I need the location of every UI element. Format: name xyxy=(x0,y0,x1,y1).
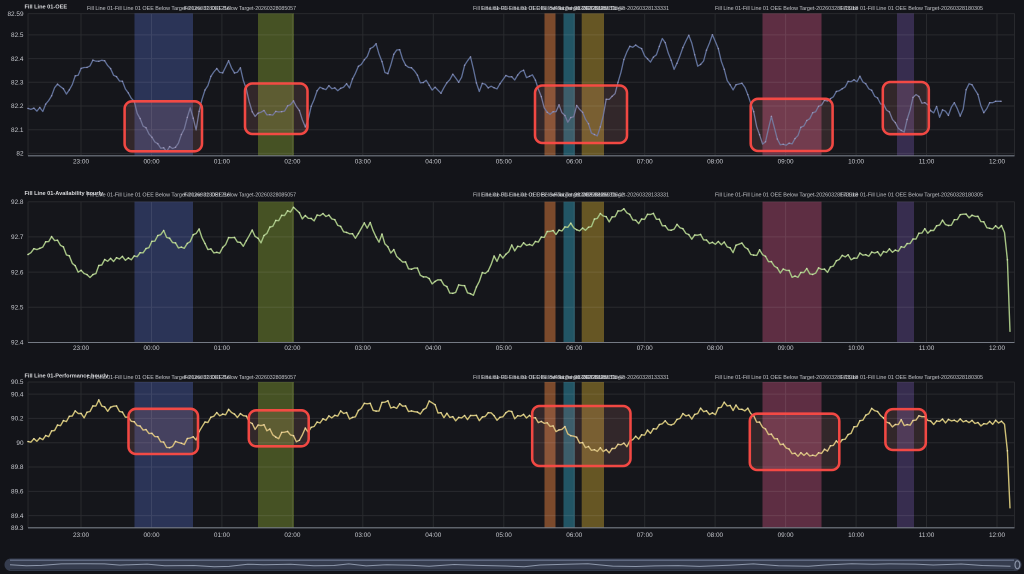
svg-text:Fill Line 01-Performance hourl: Fill Line 01-Performance hourly xyxy=(25,373,110,379)
svg-text:23:00: 23:00 xyxy=(73,532,89,539)
svg-text:Fill Line 01-Fill Line 01 OEE: Fill Line 01-Fill Line 01 OEE Below Targ… xyxy=(87,375,230,381)
svg-text:92.4: 92.4 xyxy=(11,340,24,347)
svg-text:07:00: 07:00 xyxy=(637,159,653,166)
svg-text:Fill Line 01 OEE Below Target-: Fill Line 01 OEE Below Target-2026032808… xyxy=(184,375,296,381)
svg-text:Fill Line 01-Fill Line 01 OEE: Fill Line 01-Fill Line 01 OEE Below Targ… xyxy=(715,375,858,381)
svg-text:03:00: 03:00 xyxy=(355,345,371,352)
svg-text:00:00: 00:00 xyxy=(144,159,160,166)
svg-text:Fill Line 01 OEE Below Target-: Fill Line 01 OEE Below Target-2026032813… xyxy=(554,193,669,199)
svg-text:02:00: 02:00 xyxy=(284,159,300,166)
svg-text:89.4: 89.4 xyxy=(11,513,24,520)
svg-text:12:00: 12:00 xyxy=(989,345,1005,352)
svg-text:06:00: 06:00 xyxy=(566,345,582,352)
svg-text:09:00: 09:00 xyxy=(778,345,794,352)
svg-text:Fill Line 01 OEE Below Target-: Fill Line 01 OEE Below Target-2026032808… xyxy=(184,6,296,12)
svg-text:08:00: 08:00 xyxy=(707,345,723,352)
svg-text:Fill Line 01-Fill Line 01 OEE: Fill Line 01-Fill Line 01 OEE Below Targ… xyxy=(840,375,983,381)
svg-text:Fill Line 01-Fill Line 01 OEE: Fill Line 01-Fill Line 01 OEE Below Targ… xyxy=(87,6,230,12)
svg-text:82.4: 82.4 xyxy=(11,56,24,63)
svg-text:Fill Line 01-OEE: Fill Line 01-OEE xyxy=(25,4,68,10)
svg-text:Fill Line 01-Fill Line 01 OEE: Fill Line 01-Fill Line 01 OEE Below Targ… xyxy=(473,375,616,381)
svg-text:06:00: 06:00 xyxy=(566,532,582,539)
svg-text:05:00: 05:00 xyxy=(496,159,512,166)
svg-text:82.3: 82.3 xyxy=(11,80,24,87)
svg-text:Fill Line 01-Fill Line 01 OEE: Fill Line 01-Fill Line 01 OEE Below Targ… xyxy=(840,193,983,199)
svg-text:02:00: 02:00 xyxy=(284,345,300,352)
svg-text:Fill Line 01-Availability hour: Fill Line 01-Availability hourly xyxy=(25,191,105,197)
svg-text:89.6: 89.6 xyxy=(11,489,24,496)
svg-text:00:00: 00:00 xyxy=(144,345,160,352)
svg-text:00:00: 00:00 xyxy=(144,532,160,539)
svg-text:05:00: 05:00 xyxy=(496,345,512,352)
svg-text:23:00: 23:00 xyxy=(73,345,89,352)
svg-text:90: 90 xyxy=(16,440,24,447)
svg-text:10:00: 10:00 xyxy=(848,532,864,539)
svg-text:90.4: 90.4 xyxy=(11,391,24,398)
svg-text:90.2: 90.2 xyxy=(11,416,24,423)
svg-text:82.1: 82.1 xyxy=(11,127,24,134)
svg-text:92.8: 92.8 xyxy=(11,199,24,206)
svg-text:11:00: 11:00 xyxy=(919,159,935,166)
svg-text:03:00: 03:00 xyxy=(355,532,371,539)
svg-text:10:00: 10:00 xyxy=(848,345,864,352)
svg-text:Fill Line 01-Fill Line 01 OEE: Fill Line 01-Fill Line 01 OEE Below Targ… xyxy=(840,6,983,12)
svg-text:89.8: 89.8 xyxy=(11,464,24,471)
svg-text:Fill Line 01-Fill Line 01 OEE: Fill Line 01-Fill Line 01 OEE Below Targ… xyxy=(87,193,230,199)
svg-text:04:00: 04:00 xyxy=(425,532,441,539)
svg-text:06:00: 06:00 xyxy=(566,159,582,166)
svg-text:82: 82 xyxy=(16,151,24,158)
svg-text:08:00: 08:00 xyxy=(707,532,723,539)
svg-text:02:00: 02:00 xyxy=(284,532,300,539)
svg-text:92.5: 92.5 xyxy=(11,305,24,312)
svg-text:07:00: 07:00 xyxy=(637,532,653,539)
svg-text:Fill Line 01-Fill Line 01 OEE: Fill Line 01-Fill Line 01 OEE Below Targ… xyxy=(481,375,624,381)
svg-text:07:00: 07:00 xyxy=(637,345,653,352)
svg-text:82.2: 82.2 xyxy=(11,103,24,110)
svg-text:Fill Line 01-Fill Line 01 OEE: Fill Line 01-Fill Line 01 OEE Below Targ… xyxy=(715,193,858,199)
svg-text:82.59: 82.59 xyxy=(8,11,24,18)
svg-text:09:00: 09:00 xyxy=(778,159,794,166)
svg-text:92.7: 92.7 xyxy=(11,234,24,241)
svg-text:Fill Line 01-Fill Line 01 OEE: Fill Line 01-Fill Line 01 OEE Below Targ… xyxy=(473,6,616,12)
svg-text:Fill Line 01 OEE Below Target-: Fill Line 01 OEE Below Target-2026032813… xyxy=(554,375,669,381)
svg-text:92.6: 92.6 xyxy=(11,269,24,276)
svg-text:11:00: 11:00 xyxy=(919,532,935,539)
svg-text:23:00: 23:00 xyxy=(73,159,89,166)
svg-text:Fill Line 01 OEE Below Target-: Fill Line 01 OEE Below Target-2026032808… xyxy=(184,193,296,199)
svg-text:04:00: 04:00 xyxy=(425,345,441,352)
svg-text:12:00: 12:00 xyxy=(989,532,1005,539)
svg-text:01:00: 01:00 xyxy=(214,345,230,352)
svg-text:90.5: 90.5 xyxy=(11,379,24,386)
svg-text:Fill Line 01-Fill Line 01 OEE: Fill Line 01-Fill Line 01 OEE Below Targ… xyxy=(473,193,616,199)
svg-text:Fill Line 01-Fill Line 01 OEE: Fill Line 01-Fill Line 01 OEE Below Targ… xyxy=(481,6,624,12)
svg-text:12:00: 12:00 xyxy=(989,159,1005,166)
svg-text:89.3: 89.3 xyxy=(11,525,24,532)
svg-text:08:00: 08:00 xyxy=(707,159,723,166)
svg-text:82.5: 82.5 xyxy=(11,32,24,39)
svg-text:09:00: 09:00 xyxy=(778,532,794,539)
svg-text:10:00: 10:00 xyxy=(848,159,864,166)
svg-text:03:00: 03:00 xyxy=(355,159,371,166)
svg-text:Fill Line 01 OEE Below Target-: Fill Line 01 OEE Below Target-2026032813… xyxy=(554,6,669,12)
svg-text:04:00: 04:00 xyxy=(425,159,441,166)
svg-text:01:00: 01:00 xyxy=(214,532,230,539)
svg-text:01:00: 01:00 xyxy=(214,159,230,166)
svg-text:Fill Line 01-Fill Line 01 OEE: Fill Line 01-Fill Line 01 OEE Below Targ… xyxy=(481,193,624,199)
svg-text:05:00: 05:00 xyxy=(496,532,512,539)
svg-text:11:00: 11:00 xyxy=(919,345,935,352)
svg-text:Fill Line 01-Fill Line 01 OEE: Fill Line 01-Fill Line 01 OEE Below Targ… xyxy=(715,6,858,12)
